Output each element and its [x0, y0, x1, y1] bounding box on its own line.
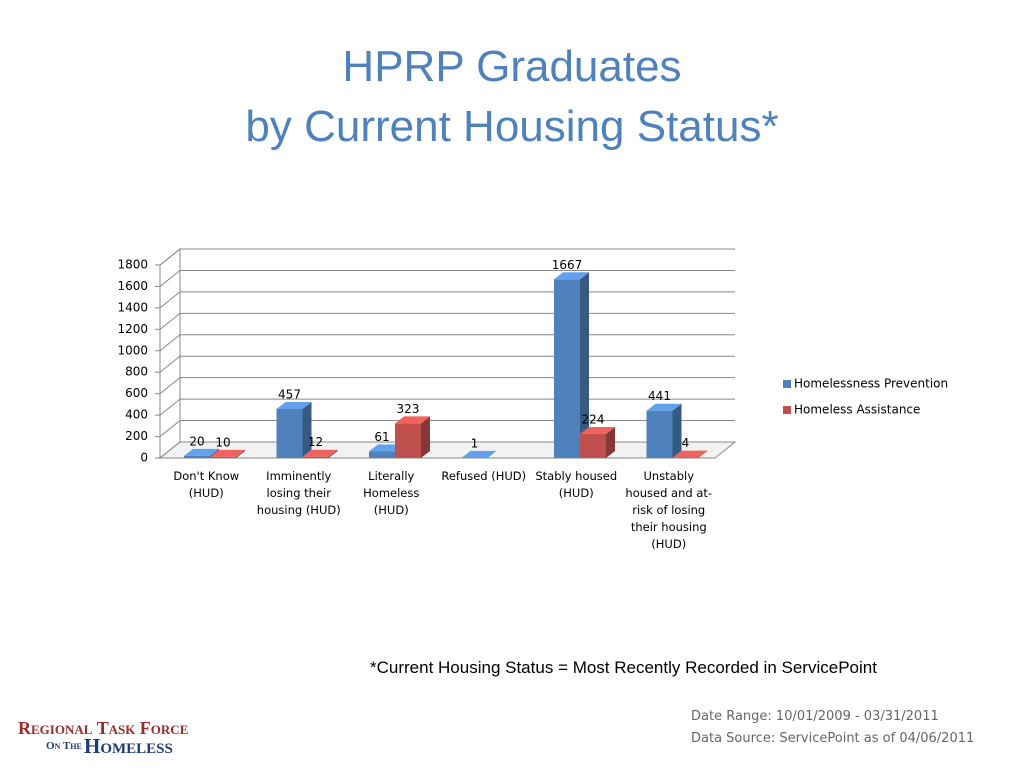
y-tick-label: 600 — [125, 386, 148, 400]
y-tick-label: 800 — [125, 365, 148, 379]
grid-line — [159, 441, 735, 459]
y-tick-label: 1400 — [117, 300, 148, 314]
value-label: 20 — [189, 434, 204, 448]
legend-label: Homelessness Prevention — [794, 377, 948, 391]
bar-top — [210, 449, 245, 457]
logo-line: Homeless — [84, 734, 173, 758]
bar-top — [580, 426, 615, 434]
bar — [302, 456, 329, 458]
bar-top — [461, 450, 497, 458]
bar-top — [554, 272, 589, 280]
chart-title: HPRP Graduates — [342, 42, 682, 91]
value-label: 224 — [582, 412, 605, 426]
value-label: 1 — [471, 436, 479, 450]
grid-line — [159, 269, 735, 287]
y-tick-label: 0 — [140, 451, 148, 465]
chart-subtitle: by Current Housing Status* — [245, 102, 779, 151]
value-label: 323 — [397, 402, 420, 416]
legend-swatch — [783, 406, 791, 414]
bar — [276, 408, 303, 458]
y-tick-label: 200 — [125, 429, 148, 443]
date-range: Date Range: 10/01/2009 - 03/31/2011 — [691, 709, 939, 724]
x-tick-label: Imminently losing their housing (HUD) — [256, 469, 341, 517]
y-tick-label: 1600 — [117, 279, 148, 293]
bar — [554, 279, 580, 458]
bar-side — [672, 403, 682, 458]
grid-line — [159, 248, 735, 266]
y-tick-label: 400 — [125, 408, 148, 422]
x-tick-label: Don't Know (HUD) — [173, 469, 240, 500]
bar-side — [302, 401, 312, 458]
value-label: 457 — [278, 387, 301, 401]
value-label: 10 — [215, 435, 230, 449]
bar-top — [276, 401, 312, 409]
grid-line — [159, 334, 735, 352]
value-label: 4 — [682, 436, 690, 450]
x-tick-label: Stably housed (HUD) — [535, 469, 618, 500]
grid-line — [159, 291, 735, 309]
grid-line — [159, 398, 735, 416]
bar-side — [580, 272, 589, 458]
value-label: 12 — [308, 435, 323, 449]
logo-line: Regional Task Force — [18, 718, 189, 738]
value-label: 61 — [374, 430, 389, 444]
bar-top — [302, 449, 338, 457]
grid-line — [159, 355, 735, 373]
x-tick-label: Literally Homeless (HUD) — [363, 469, 420, 517]
x-tick-label: Unstably housed and at-risk of losing th… — [625, 469, 713, 551]
bar-side — [487, 450, 497, 458]
y-tick-label: 1000 — [117, 343, 148, 357]
x-tick-label: Refused (HUD) — [441, 469, 527, 483]
bar-top — [395, 416, 430, 424]
legend-swatch — [783, 380, 791, 388]
grid-line — [159, 377, 735, 395]
value-label: 441 — [648, 389, 671, 403]
bar — [580, 433, 606, 458]
value-label: 1667 — [552, 258, 583, 272]
bar — [395, 423, 421, 458]
bar-top — [672, 450, 708, 458]
legend-label: Homeless Assistance — [794, 403, 920, 417]
data-source: Data Source: ServicePoint as of 04/06/20… — [691, 731, 975, 746]
bar — [210, 456, 236, 458]
grid-line — [159, 420, 735, 437]
y-tick-label: 1800 — [117, 258, 148, 272]
bar-top — [184, 448, 219, 456]
bar-side — [236, 449, 245, 458]
y-tick-label: 1200 — [117, 322, 148, 336]
footnote: *Current Housing Status = Most Recently … — [370, 658, 877, 677]
bar-top — [646, 403, 682, 411]
bar-side — [606, 426, 615, 458]
bar — [646, 410, 673, 458]
bar — [184, 455, 210, 458]
bar-side — [698, 450, 708, 458]
bar-side — [328, 449, 338, 458]
bar — [369, 451, 395, 458]
side-wall — [159, 247, 181, 460]
logo-line: On The — [46, 740, 82, 752]
grid-line — [159, 312, 735, 330]
bar-side — [421, 416, 430, 458]
